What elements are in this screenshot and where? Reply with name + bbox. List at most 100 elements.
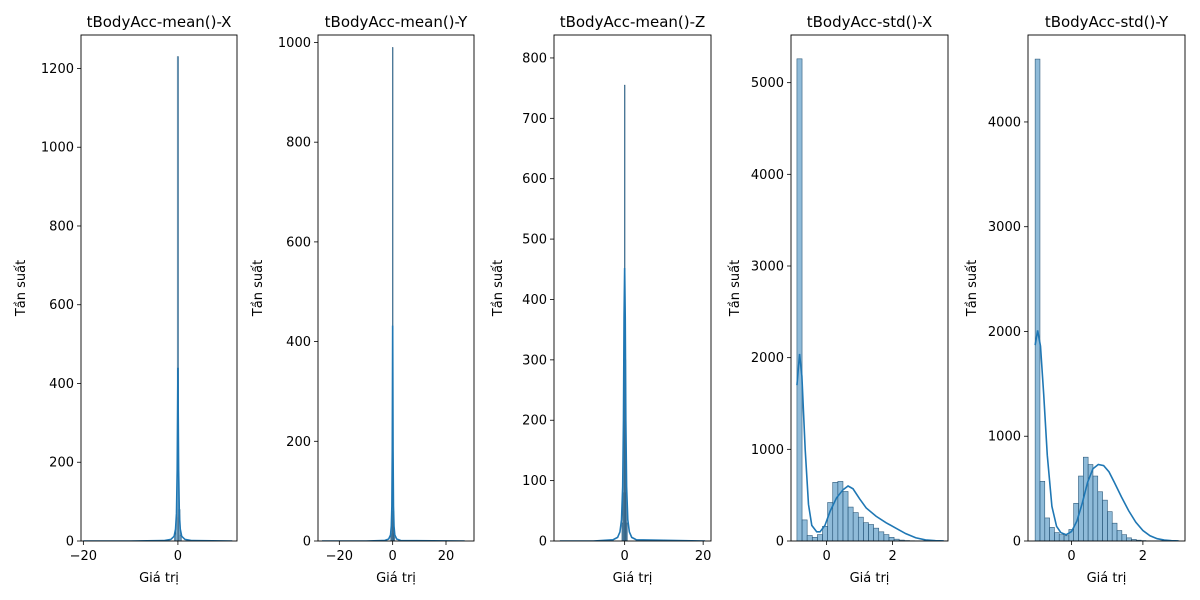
histogram-bar [868,524,874,541]
subplot-title: tBodyAcc-mean()-X [87,13,232,31]
axes-frame [790,34,949,542]
histogram-bar [1111,522,1118,541]
histogram-bar [392,47,394,541]
x-tick-label: 0 [389,549,397,564]
histogram-bar [806,535,813,541]
x-axis-label: Giá trị [376,571,416,586]
x-axis-label: Giá trị [850,571,890,586]
histogram-bar [1102,499,1108,541]
y-tick-label: 100 [522,474,547,489]
y-tick-label: 200 [49,456,74,471]
y-tick-label: 800 [49,219,74,234]
y-tick-label: 600 [286,235,311,250]
y-tick-label: 3000 [751,260,784,275]
axes-frame [553,34,712,542]
axes-frame [317,34,475,542]
histogram-bar [857,516,864,541]
histogram-bar [852,512,859,541]
kde-line [796,353,944,541]
histogram-bar [1034,58,1041,541]
histogram-bar [1058,534,1065,541]
histogram-bar [1116,530,1123,541]
histogram-bar [832,482,839,541]
y-tick-label: 800 [522,51,547,66]
y-tick-label: 300 [522,353,547,368]
y-tick-label: 400 [286,335,311,350]
y-tick-label: 500 [522,233,547,248]
y-tick-label: 0 [1013,535,1021,550]
subplot-1: −20 0020040060080010001200tBodyAcc-mean()… [14,13,238,586]
y-tick-label: 5000 [751,76,784,91]
histogram-bar [626,522,628,541]
subplot-title: tBodyAcc-std()-Y [1045,13,1169,31]
y-axis-label: Tần suất [14,260,29,317]
subplot-title: tBodyAcc-std()-X [807,13,933,31]
y-tick-label: 0 [66,535,74,550]
subplot-5: 0 2 0 1000 2000 3000 4000 tBodyAcc-std()-Y Giá t… [965,13,1186,586]
x-tick-label: −20 [326,549,353,564]
histogram-bar [1063,535,1070,541]
y-tick-label: 1000 [41,141,74,156]
histogram-bar [811,537,818,541]
x-tick-label: 0 [174,549,182,564]
x-axis-label: Giá trị [613,571,653,586]
y-tick-label: 0 [776,535,784,550]
y-tick-label: 0 [303,535,311,550]
plot-area [322,47,465,541]
histogram-bar [842,491,849,541]
y-tick-label: 1000 [751,443,784,458]
y-tick-label: 2000 [751,351,784,366]
y-axis-label: Tần suất [491,260,506,317]
plot-area [559,84,706,541]
subplot-title: tBodyAcc-mean()-Z [560,13,706,31]
y-tick-label: 200 [286,435,311,450]
histogram-bar [796,58,803,541]
y-axis-label: Tần suất [965,260,980,317]
histogram-bar [1054,532,1060,541]
histogram-bar [801,519,808,541]
x-tick-label: 0 [621,549,629,564]
y-tick-label: 400 [49,377,74,392]
x-tick-label: 2 [1139,549,1147,564]
y-tick-label: 1000 [278,36,311,51]
histogram-bar [1092,475,1099,541]
x-tick-label: 20 [438,549,455,564]
subplot-3: 0 200100200300400500600700800tBodyAcc-mea… [491,13,712,586]
histogram-bar [878,531,885,541]
x-tick-label: −20 [70,549,97,564]
histogram-bar [1107,511,1113,541]
kde-line [322,325,465,541]
plot-area [1034,58,1180,541]
y-tick-label: 700 [522,112,547,127]
axes-frame [1027,34,1186,542]
x-axis-label: Giá trị [1087,571,1127,586]
plot-area [83,56,233,541]
subplot-2: −20 0 2002004006008001000tBodyAcc-mean()-Y… [251,13,475,586]
axes-frame [80,34,238,542]
histogram-bar [888,537,895,541]
x-tick-label: 2 [888,549,896,564]
subplot-title: tBodyAcc-mean()-Y [325,13,469,31]
y-axis-label: Tần suất [728,260,743,317]
histogram-bar [863,522,869,541]
y-tick-label: 1000 [988,430,1021,445]
y-tick-label: 200 [522,414,547,429]
histogram-bar [1044,517,1050,541]
x-tick-label: 0 [1067,549,1075,564]
plot-area [796,58,948,541]
kde-line [559,268,706,541]
y-tick-label: 4000 [751,168,784,183]
y-tick-label: 3000 [988,220,1021,235]
x-tick-label: 0 [822,549,830,564]
histogram-bar [1126,537,1132,541]
x-tick-label: 20 [695,549,712,564]
histogram-bar [1049,527,1055,541]
x-axis-label: Giá trị [139,571,179,586]
kde-line [1034,330,1179,541]
histogram-bar [817,534,823,541]
y-tick-label: 400 [522,293,547,308]
y-tick-label: 2000 [988,325,1021,340]
histogram-bar [873,527,880,541]
y-axis-label: Tần suất [251,260,266,317]
